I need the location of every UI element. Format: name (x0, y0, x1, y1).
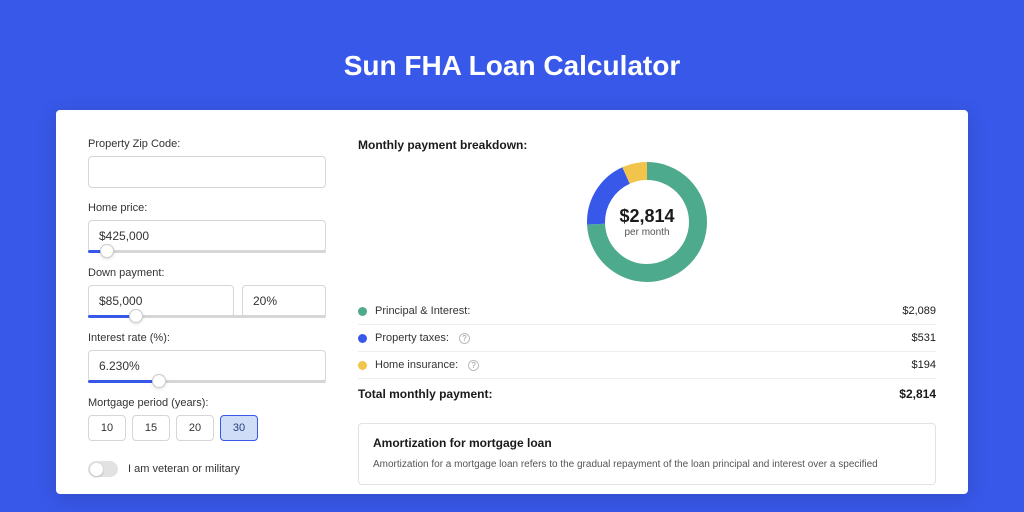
legend-label: Principal & Interest: (375, 305, 470, 317)
down-payment-amount-input[interactable] (88, 285, 234, 317)
legend: Principal & Interest: $2,089 Property taxe… (358, 298, 936, 379)
veteran-row: I am veteran or military (88, 461, 326, 477)
donut-amount: $2,814 (619, 206, 674, 227)
legend-value: $2,089 (902, 305, 936, 317)
donut-center: $2,814 per month (619, 206, 674, 238)
period-label: Mortgage period (years): (88, 397, 326, 409)
home-price-label: Home price: (88, 202, 326, 214)
legend-label: Property taxes: (375, 332, 449, 344)
inputs-column: Property Zip Code: Home price: Down paym… (88, 138, 326, 474)
info-icon[interactable]: ? (468, 360, 479, 371)
interest-field: Interest rate (%): (88, 332, 326, 383)
legend-value: $194 (912, 359, 936, 371)
legend-label: Home insurance: (375, 359, 458, 371)
veteran-toggle[interactable] (88, 461, 118, 477)
veteran-label: I am veteran or military (128, 463, 240, 475)
legend-value: $531 (912, 332, 936, 344)
legend-dot (358, 334, 367, 343)
legend-row-0: Principal & Interest: $2,089 (358, 298, 936, 325)
down-payment-label: Down payment: (88, 267, 326, 279)
period-option-20[interactable]: 20 (176, 415, 214, 441)
amortization-box: Amortization for mortgage loan Amortizat… (358, 423, 936, 485)
interest-input[interactable] (88, 350, 326, 382)
legend-row-2: Home insurance:? $194 (358, 352, 936, 379)
down-payment-field: Down payment: (88, 267, 326, 318)
period-option-15[interactable]: 15 (132, 415, 170, 441)
toggle-knob (90, 463, 103, 476)
page-title: Sun FHA Loan Calculator (56, 50, 968, 82)
period-option-10[interactable]: 10 (88, 415, 126, 441)
interest-slider[interactable] (88, 380, 326, 383)
donut-sub: per month (619, 227, 674, 238)
donut-chart: $2,814 per month (358, 162, 936, 282)
legend-dot (358, 307, 367, 316)
calculator-card: Property Zip Code: Home price: Down paym… (56, 110, 968, 494)
legend-row-1: Property taxes:? $531 (358, 325, 936, 352)
period-field: Mortgage period (years): 10152030 (88, 397, 326, 441)
period-option-30[interactable]: 30 (220, 415, 258, 441)
zip-label: Property Zip Code: (88, 138, 326, 150)
down-payment-percent-input[interactable] (242, 285, 326, 317)
interest-label: Interest rate (%): (88, 332, 326, 344)
info-icon[interactable]: ? (459, 333, 470, 344)
total-row: Total monthly payment: $2,814 (358, 379, 936, 413)
total-label: Total monthly payment: (358, 387, 492, 401)
amortization-text: Amortization for a mortgage loan refers … (373, 458, 921, 472)
home-price-input[interactable] (88, 220, 326, 252)
breakdown-column: Monthly payment breakdown: $2,814 per mo… (358, 138, 936, 474)
down-payment-slider[interactable] (88, 315, 326, 318)
home-price-slider[interactable] (88, 250, 326, 253)
zip-input[interactable] (88, 156, 326, 188)
amortization-title: Amortization for mortgage loan (373, 436, 921, 450)
zip-field: Property Zip Code: (88, 138, 326, 188)
home-price-field: Home price: (88, 202, 326, 253)
breakdown-title: Monthly payment breakdown: (358, 138, 936, 152)
total-value: $2,814 (899, 387, 936, 401)
legend-dot (358, 361, 367, 370)
